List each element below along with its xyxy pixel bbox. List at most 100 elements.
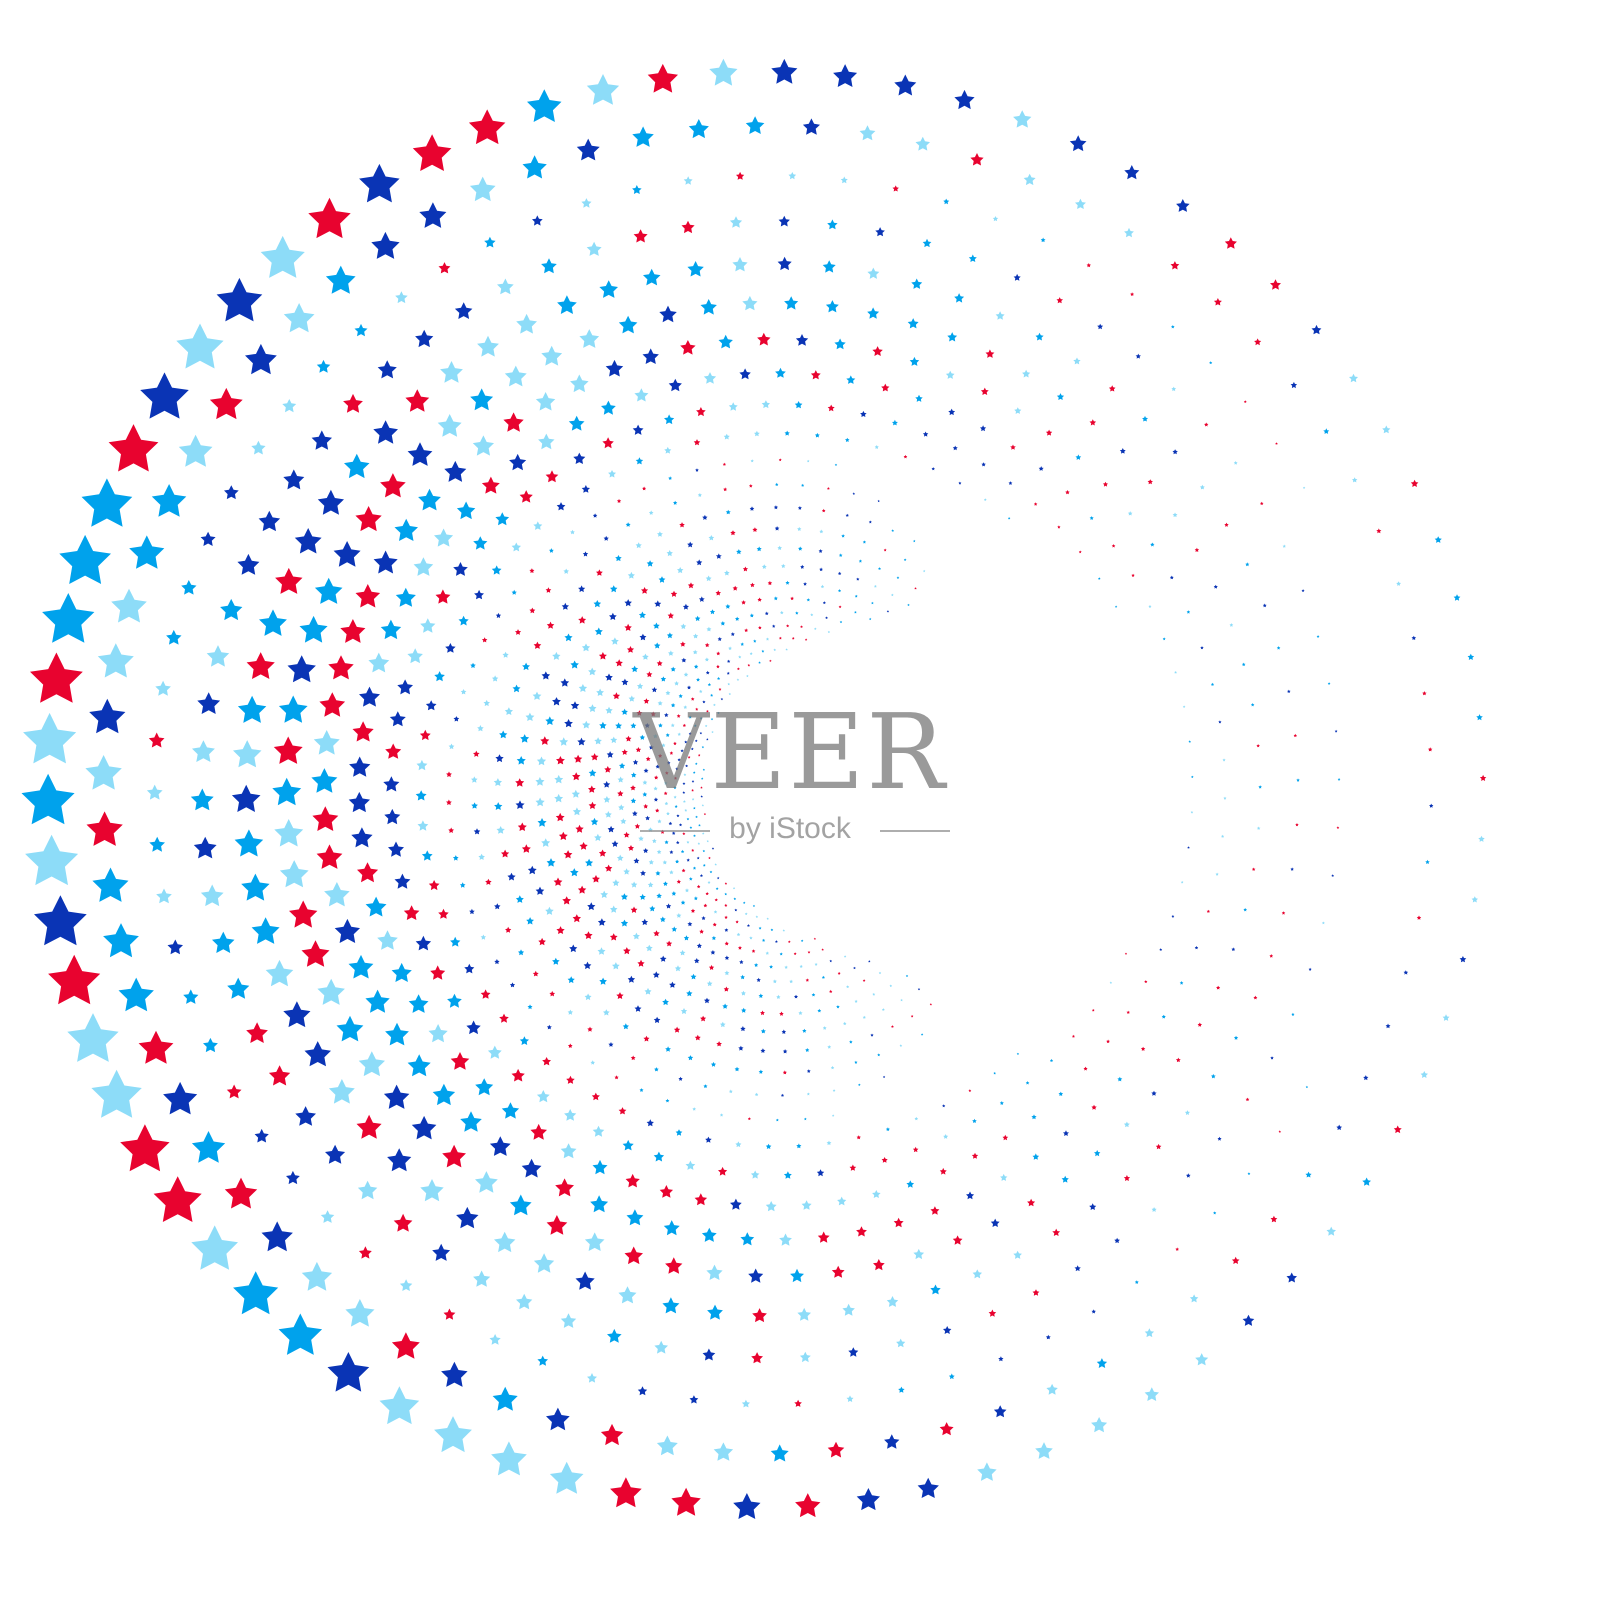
star-icon (1176, 199, 1190, 212)
star-icon (889, 984, 893, 987)
star-icon (23, 712, 77, 764)
star-icon (540, 736, 550, 745)
star-icon (352, 721, 374, 742)
star-icon (474, 589, 484, 600)
star-icon (446, 799, 452, 805)
star-icon (777, 545, 782, 550)
star-icon (736, 549, 742, 555)
star-icon (998, 1356, 1004, 1362)
star-icon (838, 589, 842, 593)
star-icon (647, 882, 654, 888)
star-icon (576, 138, 600, 161)
star-icon (834, 338, 846, 350)
star-icon (527, 865, 537, 875)
star-icon (588, 704, 597, 712)
star-icon (1302, 486, 1306, 489)
star-icon (728, 646, 732, 650)
star-icon (642, 653, 649, 660)
star-icon (687, 685, 692, 690)
star-icon (892, 419, 898, 426)
star-icon (885, 1127, 890, 1131)
star-icon (701, 804, 704, 807)
star-icon (294, 528, 322, 554)
star-icon (578, 616, 587, 624)
star-icon (1169, 575, 1174, 580)
star-icon (619, 762, 626, 769)
star-icon (724, 903, 728, 907)
star-icon (275, 567, 303, 594)
star-icon (903, 558, 907, 561)
star-icon (732, 585, 738, 591)
star-icon (917, 1477, 939, 1498)
star-icon (586, 74, 620, 105)
star-icon (499, 1013, 509, 1023)
star-icon (615, 659, 623, 667)
star-icon (741, 600, 746, 605)
star-icon (754, 1092, 759, 1097)
star-icon (1032, 1289, 1040, 1296)
star-icon (472, 435, 494, 456)
star-icon (470, 388, 494, 411)
star-icon (522, 662, 530, 671)
star-icon (560, 1313, 577, 1328)
star-icon (493, 778, 502, 786)
star-icon (776, 994, 781, 999)
star-icon (653, 733, 658, 739)
star-icon (517, 822, 527, 831)
star-icon (930, 1284, 941, 1295)
star-icon (639, 633, 647, 641)
star-icon (727, 659, 731, 663)
star-icon (1206, 909, 1210, 913)
star-icon (708, 964, 715, 970)
star-icon (805, 1048, 810, 1052)
star-icon (636, 683, 644, 689)
star-icon (692, 649, 698, 655)
star-icon (563, 568, 569, 574)
star-icon (630, 785, 636, 791)
star-icon (954, 89, 975, 110)
star-icon (527, 1004, 533, 1010)
star-icon (1428, 747, 1433, 752)
star-icon (682, 832, 686, 835)
star-icon (469, 176, 496, 202)
star-icon (687, 921, 693, 927)
star-icon (1032, 1153, 1040, 1160)
star-icon (1282, 544, 1286, 548)
star-icon (1046, 1383, 1058, 1395)
star-icon (1256, 826, 1261, 830)
star-icon (509, 1194, 532, 1216)
star-icon (872, 1190, 881, 1198)
star-icon (600, 1423, 624, 1446)
star-icon (148, 732, 165, 748)
star-icon (1210, 682, 1215, 686)
star-icon (843, 1021, 847, 1026)
star-icon (710, 1061, 717, 1067)
star-icon (992, 216, 999, 222)
star-icon (584, 1232, 605, 1251)
star-icon (444, 460, 467, 482)
star-icon (702, 700, 706, 704)
star-icon (724, 570, 730, 576)
star-icon (1420, 1071, 1428, 1078)
star-icon (1275, 442, 1278, 445)
star-icon (848, 1347, 859, 1357)
star-icon (1209, 361, 1213, 365)
star-icon (491, 565, 502, 575)
star-icon (1286, 1272, 1297, 1283)
star-icon (344, 453, 370, 479)
star-icon (737, 667, 740, 671)
star-icon (626, 1209, 644, 1226)
star-icon (245, 343, 277, 375)
star-icon (789, 979, 793, 984)
star-icon (1049, 1058, 1054, 1062)
star-icon (1216, 985, 1221, 990)
star-icon (420, 618, 436, 633)
star-icon (156, 888, 172, 904)
star-icon (706, 840, 709, 843)
star-icon (516, 313, 537, 334)
star-icon (1459, 956, 1467, 963)
star-icon (817, 1008, 822, 1013)
star-icon (1200, 646, 1204, 650)
star-icon (749, 652, 753, 655)
